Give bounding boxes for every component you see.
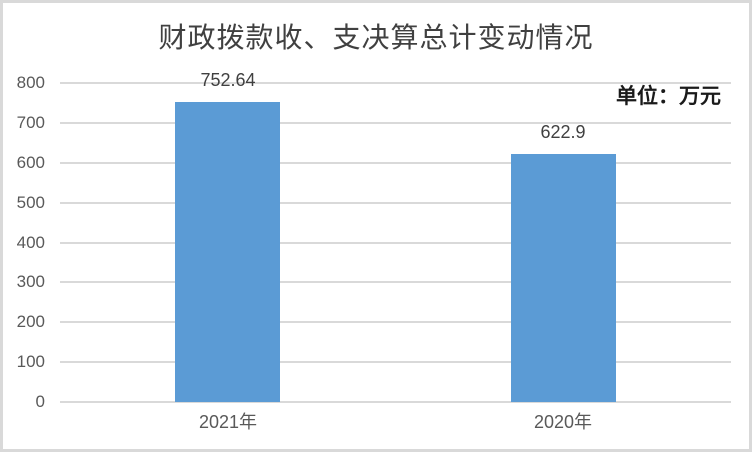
gridline-400 (60, 242, 731, 244)
gridline-300 (60, 281, 731, 283)
y-tick-label-800: 800 (16, 73, 45, 92)
plot-area: 0 100 200 300 400 500 600 700 800 752.64 622.9 20… (3, 3, 749, 449)
y-tick-label-500: 500 (16, 193, 45, 212)
gridline-700 (60, 122, 731, 124)
y-tick-label-100: 100 (16, 352, 45, 371)
chart-title: 财政拨款收、支决算总计变动情况 (158, 21, 594, 54)
y-tick-label-0: 0 (35, 392, 45, 411)
value-label-2020年: 622.9 (540, 122, 586, 142)
y-tick-label-600: 600 (16, 153, 45, 172)
x-tick-label-2020年: 2020年 (533, 412, 593, 432)
y-tick-label-300: 300 (16, 272, 45, 291)
unit-label: 单位：万元 (616, 83, 721, 108)
gridline-100 (60, 361, 731, 363)
bar-2021年 (175, 102, 280, 402)
gridline-800 (60, 82, 731, 84)
bar-2020年 (511, 154, 616, 402)
value-label-2021年: 752.64 (200, 70, 256, 90)
gridline-0 (60, 401, 731, 403)
gridline-500 (60, 202, 731, 204)
x-tick-label-2021年: 2021年 (198, 412, 258, 432)
gridline-200 (60, 321, 731, 323)
y-tick-label-700: 700 (16, 113, 45, 132)
gridline-600 (60, 162, 731, 164)
y-tick-label-200: 200 (16, 312, 45, 331)
y-tick-label-400: 400 (16, 233, 45, 252)
